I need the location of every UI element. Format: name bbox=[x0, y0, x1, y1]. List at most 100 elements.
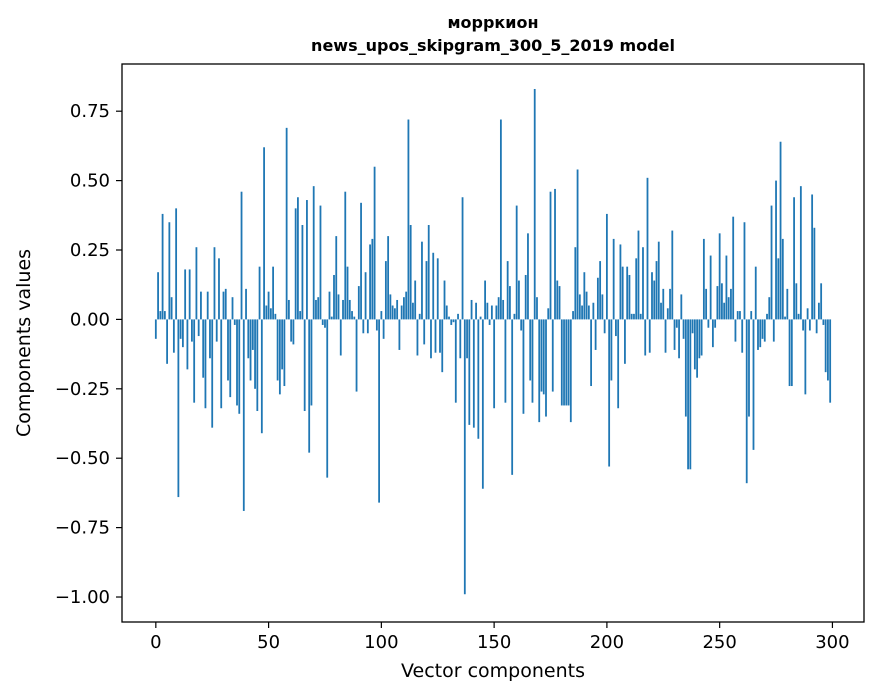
bar-150 bbox=[493, 319, 496, 409]
bar-96 bbox=[371, 238, 374, 320]
bar-147 bbox=[486, 302, 489, 320]
bar-189 bbox=[581, 305, 583, 320]
bar-25 bbox=[211, 319, 214, 428]
bar-64 bbox=[299, 311, 302, 320]
bar-85 bbox=[346, 266, 349, 320]
bar-284 bbox=[795, 283, 798, 320]
bar-137 bbox=[463, 319, 466, 595]
bar-272 bbox=[768, 297, 771, 320]
bar-219 bbox=[648, 319, 651, 353]
y-tick-label: 0.50 bbox=[70, 171, 110, 192]
bar-44 bbox=[254, 319, 256, 389]
bar-172 bbox=[542, 319, 545, 395]
bar-171 bbox=[540, 319, 543, 392]
bar-240 bbox=[696, 319, 698, 378]
bar-211 bbox=[630, 313, 633, 320]
bar-4 bbox=[163, 311, 166, 320]
bar-122 bbox=[430, 319, 432, 359]
bar-167 bbox=[531, 319, 534, 403]
bar-193 bbox=[590, 319, 592, 387]
bar-177 bbox=[554, 188, 556, 320]
bar-143 bbox=[477, 319, 480, 439]
bar-242 bbox=[700, 319, 703, 356]
bar-130 bbox=[448, 316, 450, 320]
bar-53 bbox=[274, 313, 277, 320]
bar-198 bbox=[601, 294, 604, 320]
bar-31 bbox=[224, 288, 227, 320]
bar-94 bbox=[366, 319, 369, 334]
bar-74 bbox=[321, 319, 324, 325]
bar-55 bbox=[278, 319, 281, 395]
bar-166 bbox=[529, 319, 532, 381]
bar-292 bbox=[813, 227, 816, 320]
bar-109 bbox=[400, 305, 403, 320]
bar-266 bbox=[754, 266, 757, 320]
bar-6 bbox=[168, 222, 171, 320]
bar-146 bbox=[484, 280, 486, 320]
bar-24 bbox=[209, 319, 211, 359]
bar-140 bbox=[470, 299, 473, 320]
bar-273 bbox=[770, 205, 773, 320]
bar-169 bbox=[536, 297, 538, 320]
bar-259 bbox=[739, 311, 741, 320]
bar-182 bbox=[565, 319, 568, 406]
bar-52 bbox=[272, 266, 274, 320]
bar-1 bbox=[157, 272, 159, 320]
bar-133 bbox=[454, 319, 457, 403]
bar-221 bbox=[653, 280, 656, 320]
bar-142 bbox=[475, 302, 477, 320]
bar-263 bbox=[748, 319, 750, 417]
bar-252 bbox=[723, 302, 726, 320]
bar-258 bbox=[736, 311, 739, 320]
bar-84 bbox=[344, 191, 347, 320]
bar-124 bbox=[434, 319, 437, 353]
bar-40 bbox=[245, 288, 247, 320]
bar-48 bbox=[263, 147, 265, 320]
bar-156 bbox=[506, 261, 509, 320]
bar-56 bbox=[281, 319, 284, 370]
bar-265 bbox=[752, 319, 755, 450]
bar-267 bbox=[757, 319, 759, 350]
bar-251 bbox=[721, 283, 723, 320]
bar-134 bbox=[457, 313, 459, 320]
bar-29 bbox=[220, 319, 223, 409]
bar-277 bbox=[779, 141, 782, 320]
bar-299 bbox=[829, 319, 832, 403]
bar-225 bbox=[662, 288, 665, 320]
bar-291 bbox=[811, 194, 814, 320]
bar-208 bbox=[624, 319, 626, 364]
bar-165 bbox=[527, 233, 529, 320]
x-tick-label: 100 bbox=[364, 632, 398, 653]
x-axis-ticks: 0 50 100 150 200 250 300 bbox=[150, 622, 850, 653]
bar-285 bbox=[797, 313, 800, 320]
bar-93 bbox=[364, 272, 367, 320]
bar-253 bbox=[725, 255, 728, 320]
bar-231 bbox=[675, 319, 678, 328]
bar-226 bbox=[664, 319, 667, 353]
bar-243 bbox=[702, 238, 705, 320]
bar-63 bbox=[297, 197, 299, 320]
bar-181 bbox=[563, 319, 565, 406]
x-axis-label: Vector components bbox=[401, 660, 585, 682]
bar-45 bbox=[256, 319, 259, 412]
bar-91 bbox=[360, 202, 362, 320]
bar-12 bbox=[181, 319, 184, 348]
bar-224 bbox=[660, 302, 662, 320]
bar-282 bbox=[790, 319, 793, 387]
bar-126 bbox=[439, 319, 441, 353]
bar-95 bbox=[369, 244, 371, 320]
bar-30 bbox=[222, 291, 225, 320]
bar-80 bbox=[335, 236, 338, 320]
bar-195 bbox=[594, 319, 597, 350]
bar-106 bbox=[393, 308, 396, 320]
bar-28 bbox=[218, 258, 220, 320]
bar-86 bbox=[348, 299, 351, 320]
bar-213 bbox=[635, 258, 638, 320]
bar-297 bbox=[824, 319, 827, 373]
bar-209 bbox=[626, 266, 629, 320]
bar-186 bbox=[574, 247, 577, 320]
bar-223 bbox=[657, 241, 660, 320]
bar-197 bbox=[599, 261, 602, 320]
y-tick-label: −1.00 bbox=[55, 587, 110, 608]
bar-160 bbox=[515, 205, 518, 320]
